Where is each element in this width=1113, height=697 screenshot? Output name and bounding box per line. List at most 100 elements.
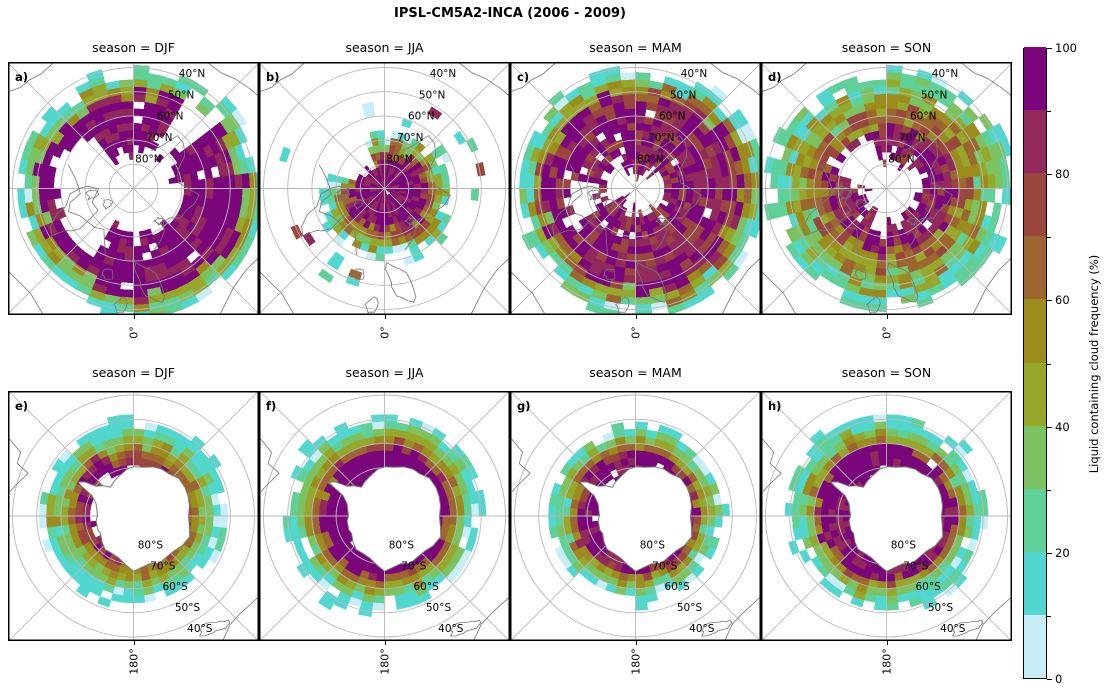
grid-cell [119,414,134,423]
parallel-circle [562,442,709,590]
grid-cell [806,515,815,527]
grid-cell [799,176,808,189]
meridian-line [8,62,259,315]
lat-label: 60°S [162,581,188,593]
grid-cell [879,137,887,146]
lat-label: 80°N [637,153,663,165]
x-axis-label-d: 0° [880,326,893,339]
grid-cell [46,176,55,189]
grid-cell [873,421,887,430]
x-axis-tick [384,641,386,645]
coastline [353,199,364,210]
coastline [134,262,166,303]
lat-labels: 80°N 70°N 60°N 50°N 40°N [135,68,205,165]
grid-cell [138,230,147,240]
grid-cell [198,178,207,189]
grid-cell [620,72,636,81]
grid-cell [872,86,887,96]
coastlines-antarctic [9,438,259,641]
grid-cell [628,137,636,146]
grid-cell [886,435,898,445]
parallel-circle [84,139,183,238]
coastline [199,619,231,637]
lat-label: 40°S [689,623,715,635]
grid-cell [212,504,221,517]
coastline [259,271,295,315]
coastline [761,271,797,315]
coastline [604,199,615,210]
map-panel-c: 80°N 70°N 60°N 50°N 40°N c) [510,62,761,315]
grid-cell [886,457,895,466]
grid-cell [477,502,487,517]
grid-cell [886,137,894,146]
grid-cell [413,183,422,189]
grid-cell [453,130,467,146]
grid-cell [922,182,931,189]
grid-cell [326,515,335,524]
grid-cell [133,443,144,452]
grid-cell [616,195,625,203]
grid-cell [133,245,143,255]
parallel-circle [837,139,936,238]
grid-cell [121,594,134,604]
grid-cell [205,515,214,527]
panel-letter: b) [266,70,280,84]
grid-cell [123,115,134,124]
grid-cell [678,188,687,196]
coastline [85,189,100,201]
grid-cell [133,296,149,305]
grid-cell [886,217,892,226]
lat-label: 70°S [652,560,678,572]
grid-cell [877,122,887,132]
grid-cell [219,515,229,529]
grid-cell [621,86,636,96]
lat-label: 60°S [413,581,439,593]
coastlines-arctic [259,62,510,315]
parallel-circle [12,394,255,638]
grid-cell [951,178,960,189]
grid-cell [621,289,636,298]
grid-cell [519,173,528,189]
grid-cell [569,507,579,517]
grid-cell [886,587,898,597]
lat-label: 40°S [438,623,464,635]
grid-cell [813,178,822,189]
grid-cell [125,238,134,247]
grid-cell [784,502,794,517]
x-axis-label-h: 180° [880,648,893,675]
grid-cell [577,508,586,517]
colorbar-gradient [1023,46,1047,679]
lat-label: 50°S [175,602,201,614]
grid-cell [635,253,646,262]
coastline [855,199,866,210]
colorbar-segment-0-10 [1024,614,1046,678]
grid-cell [635,238,644,247]
grid-cell [31,188,41,203]
grid-cell [376,238,385,247]
grid-cell [128,151,134,160]
grid-cell [958,515,967,527]
grid-cell [886,144,893,153]
map-panel-g: 80°S 70°S 60°S 50°S 40°S g) [510,391,761,641]
grid-cell [384,414,399,423]
coastline [510,62,557,93]
grid-cell [205,505,214,517]
lat-label: 70°N [899,132,925,144]
grid-cell [384,450,394,459]
grid-cell [555,515,564,527]
grid-cell [38,503,48,517]
parallel-circle [538,91,733,286]
grid-cell [936,180,945,189]
grid-cell [133,79,148,88]
grid-cell [226,174,236,189]
coastline [113,296,128,314]
grid-cell [125,457,134,466]
grid-cell [599,178,608,185]
grid-cell [965,176,974,189]
coastline [151,135,200,251]
coastline [762,438,782,492]
grid-cell [540,175,550,189]
grid-cell [53,188,62,200]
grid-cell [886,602,900,611]
coastline [653,135,702,251]
